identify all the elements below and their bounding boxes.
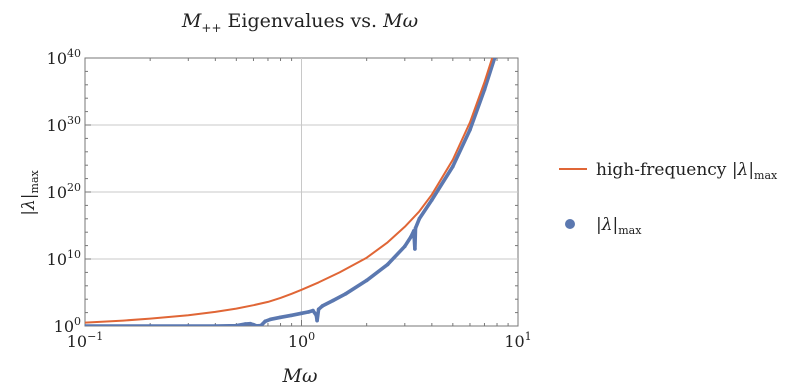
data-point — [85, 324, 87, 326]
data-point — [248, 321, 253, 326]
series-high-frequency-line — [85, 58, 494, 324]
data-point — [320, 304, 325, 308]
y-tick-label-exp: 20 — [67, 181, 81, 194]
legend-label-lambda-max-sub: max — [618, 224, 642, 237]
x-tick-label-base: 10 — [288, 332, 308, 351]
chart-title-rest: Eigenvalues vs. — [222, 10, 384, 32]
legend-label-high-frequency-main: |λ| — [732, 160, 754, 180]
chart-title-main: M — [181, 10, 202, 32]
data-point — [343, 292, 348, 296]
legend: high-frequency |λ|max |λ|max — [559, 160, 778, 237]
y-tick-label: 100 — [54, 315, 81, 336]
data-point — [409, 235, 413, 239]
legend-label-lambda-max: |λ|max — [596, 215, 642, 237]
data-point — [451, 164, 455, 169]
data-point — [268, 317, 273, 322]
x-tick-label-base: 10 — [504, 332, 524, 351]
data-point — [278, 315, 283, 320]
legend-label-high-frequency-sub: max — [754, 169, 778, 182]
y-tick-label-exp: 40 — [67, 47, 81, 60]
data-point — [403, 244, 407, 249]
x-tick-label-exp: 1 — [525, 330, 532, 343]
legend-label-high-frequency: high-frequency |λ|max — [596, 160, 778, 182]
data-point — [148, 324, 152, 326]
y-tick-label-exp: 0 — [74, 315, 81, 328]
y-tick-label-base: 10 — [47, 183, 67, 202]
data-point — [213, 324, 218, 326]
data-point — [251, 322, 256, 326]
y-tick-label-base: 10 — [54, 317, 74, 336]
chart-title-sub: ++ — [201, 21, 221, 35]
y-tick-label: 1020 — [47, 181, 81, 202]
y-axis-label-main: |λ| — [19, 193, 39, 215]
grid-lines — [85, 58, 518, 326]
data-point — [430, 198, 434, 202]
x-tick-label-exp: 0 — [308, 330, 315, 343]
data-point — [314, 313, 319, 318]
data-point — [315, 318, 319, 323]
data-point — [412, 229, 416, 233]
data-point — [468, 127, 472, 132]
data-point — [385, 262, 390, 267]
x-tick-label-exp: −1 — [87, 330, 103, 343]
data-point — [254, 324, 259, 326]
data-point — [289, 313, 294, 318]
y-axis-label-sub: max — [28, 169, 41, 193]
data-point — [331, 298, 335, 303]
data-point — [492, 58, 497, 60]
y-tick-label-base: 10 — [47, 49, 67, 68]
data-point — [306, 310, 311, 314]
chart-title-italic: Mω — [382, 10, 418, 32]
x-axis-label: Mω — [282, 365, 318, 387]
data-point — [413, 226, 418, 230]
legend-label-lambda-max-main: |λ| — [596, 215, 618, 235]
chart-title: M++ Eigenvalues vs. Mω — [181, 10, 418, 35]
y-axis-label: |λ|max — [19, 169, 41, 215]
y-tick-label: 1030 — [47, 114, 81, 135]
data-point — [316, 307, 321, 312]
data-point — [417, 217, 422, 221]
data-point — [311, 308, 315, 313]
series-group — [85, 58, 497, 326]
series-layer — [85, 58, 497, 326]
legend-label-high-frequency-prefix: high-frequency — [596, 160, 732, 180]
y-tick-label-base: 10 — [47, 250, 67, 269]
data-point — [186, 324, 191, 326]
y-tick-label-exp: 10 — [67, 248, 81, 261]
data-point — [243, 322, 248, 326]
data-point — [482, 87, 487, 92]
x-tick-label: 101 — [504, 330, 531, 351]
y-tick-label: 1010 — [47, 248, 81, 269]
x-tick-label: 10−1 — [67, 330, 104, 351]
x-tick-label-base: 10 — [67, 332, 87, 351]
data-point — [364, 278, 369, 283]
data-point — [263, 319, 268, 324]
data-point — [413, 247, 417, 251]
y-tick-label-exp: 30 — [67, 114, 81, 127]
legend-swatch-lambda-max — [565, 219, 575, 229]
data-point — [299, 311, 304, 316]
y-tick-label-base: 10 — [47, 116, 67, 135]
data-point — [259, 323, 263, 326]
data-point — [234, 323, 239, 326]
x-tick-label: 100 — [288, 330, 315, 351]
y-tick-label: 1040 — [47, 47, 81, 68]
